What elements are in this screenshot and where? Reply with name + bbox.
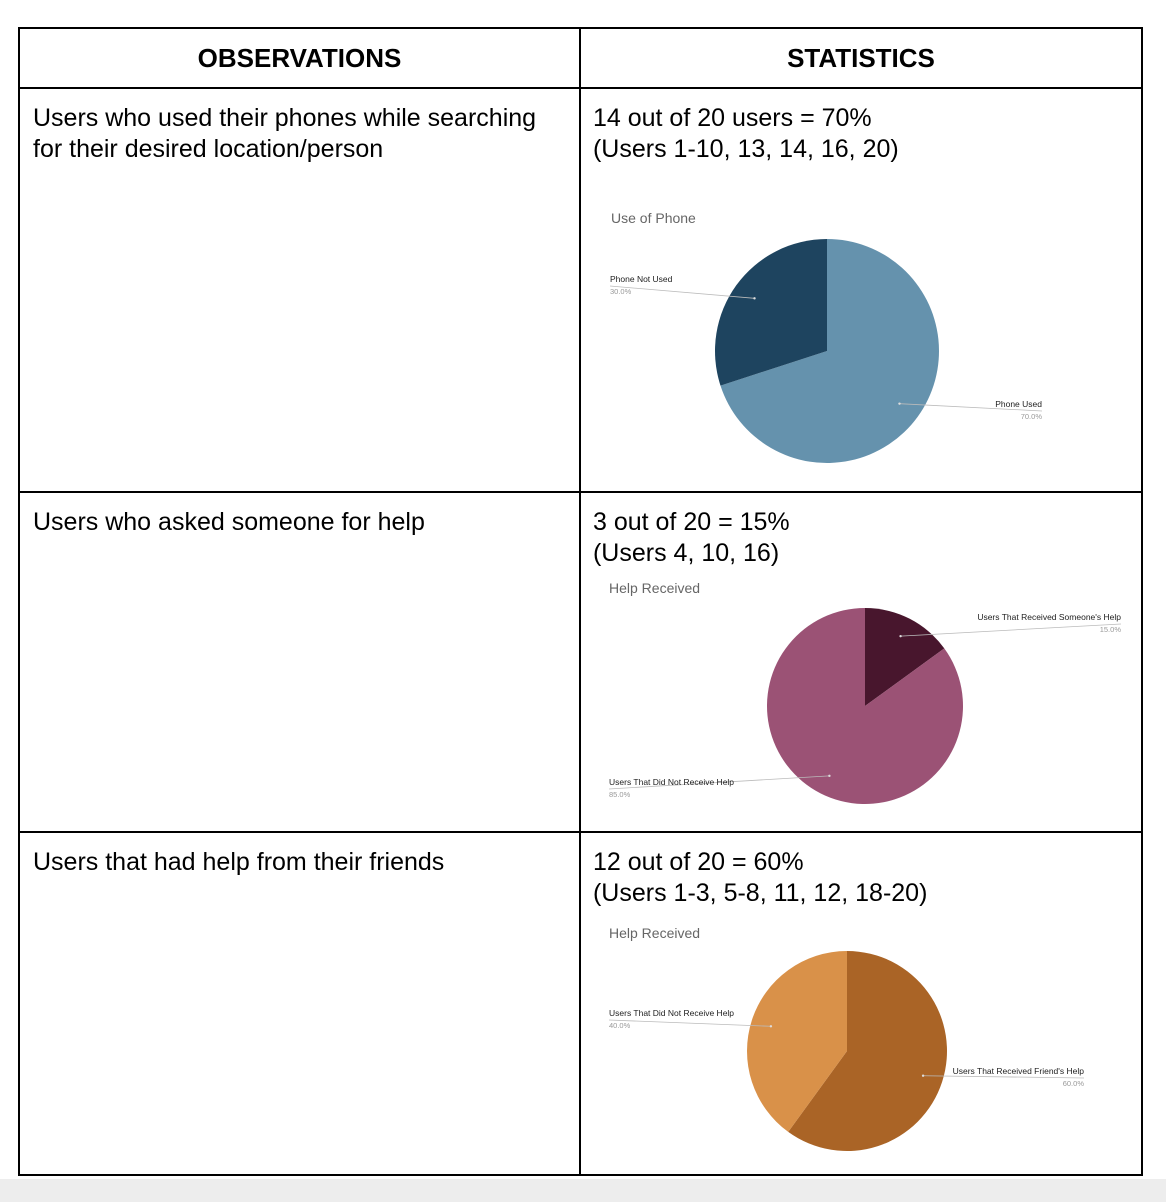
table-row: Users who asked someone for help 3 out o… [18, 491, 1144, 833]
pie-slice [720, 239, 939, 463]
header-observations: OBSERVATIONS [18, 27, 581, 89]
window-bottom-bar [0, 1179, 1166, 1202]
slice-label: Phone Not Used [610, 274, 673, 284]
slice-label: Phone Used [995, 399, 1042, 409]
pie-chart-friends-help: Help Received Users That Received Friend'… [608, 925, 1085, 1151]
pie-slice [864, 608, 945, 706]
observation-text: Users that had help from their friends [33, 848, 445, 876]
slice-label: Users That Did Not Receive Help [609, 1008, 734, 1018]
leader-line [608, 775, 830, 790]
pie-slice [714, 238, 827, 386]
observations-table: OBSERVATIONS STATISTICS Users who used t… [18, 27, 1144, 1176]
observation-text: Users who used their phones while search… [33, 104, 537, 163]
slice-percent-label: 40.0% [609, 1021, 631, 1030]
leader-line [900, 623, 1122, 637]
leader-dot [921, 1074, 925, 1077]
pie-chart-help-received: Help Received Users That Received Someone… [608, 580, 1122, 804]
observation-text: Users who asked someone for help [33, 508, 425, 536]
leader-line [923, 1075, 1084, 1079]
statistic-text: 14 out of 20 users = 70% (Users 1-10, 13… [592, 104, 899, 163]
slice-percent-label: 85.0% [609, 790, 631, 799]
leader-line [608, 1019, 771, 1027]
observation-cell: Users that had help from their friends [18, 831, 581, 1176]
leader-dot [899, 634, 902, 638]
observation-cell: Users who asked someone for help [18, 491, 581, 833]
statistic-cell: 14 out of 20 users = 70% (Users 1-10, 13… [578, 87, 1144, 493]
chart-title: Help Received [609, 580, 700, 596]
leader-dot [898, 402, 901, 405]
leader-dot [828, 774, 831, 778]
slice-label: Users That Received Someone's Help [977, 612, 1121, 622]
leader-dot [753, 297, 756, 300]
slice-label: Users That Did Not Receive Help [609, 777, 734, 787]
pie-slice [766, 608, 963, 804]
slice-percent-label: 30.0% [610, 287, 632, 296]
header-statistics: STATISTICS [578, 27, 1144, 89]
statistic-cell: 12 out of 20 = 60% (Users 1-3, 5-8, 11, … [578, 831, 1144, 1176]
statistic-cell: 3 out of 20 = 15% (Users 4, 10, 16) Help… [578, 491, 1144, 833]
statistic-text: 12 out of 20 = 60% (Users 1-3, 5-8, 11, … [592, 848, 928, 907]
pie-slice [746, 951, 847, 1132]
table-row: Users that had help from their friends 1… [18, 831, 1144, 1176]
table-header-row: OBSERVATIONS STATISTICS [18, 27, 1144, 89]
slice-percent-label: 70.0% [1021, 412, 1043, 421]
slice-percent-label: 15.0% [1100, 625, 1122, 634]
statistic-text: 3 out of 20 = 15% (Users 4, 10, 16) [592, 508, 790, 567]
observation-cell: Users who used their phones while search… [18, 87, 581, 493]
chart-title: Help Received [609, 925, 700, 941]
pie-slice [788, 951, 947, 1151]
slice-label: Users That Received Friend's Help [953, 1066, 1085, 1076]
leader-line [609, 285, 755, 299]
leader-dot [769, 1025, 773, 1028]
leader-line [899, 403, 1043, 412]
chart-title: Use of Phone [611, 210, 696, 226]
pie-chart-use-of-phone: Use of Phone Phone Used 70.0% Phone Not Use… [609, 210, 1043, 463]
table-row: Users who used their phones while search… [18, 87, 1144, 493]
slice-percent-label: 60.0% [1063, 1079, 1085, 1088]
